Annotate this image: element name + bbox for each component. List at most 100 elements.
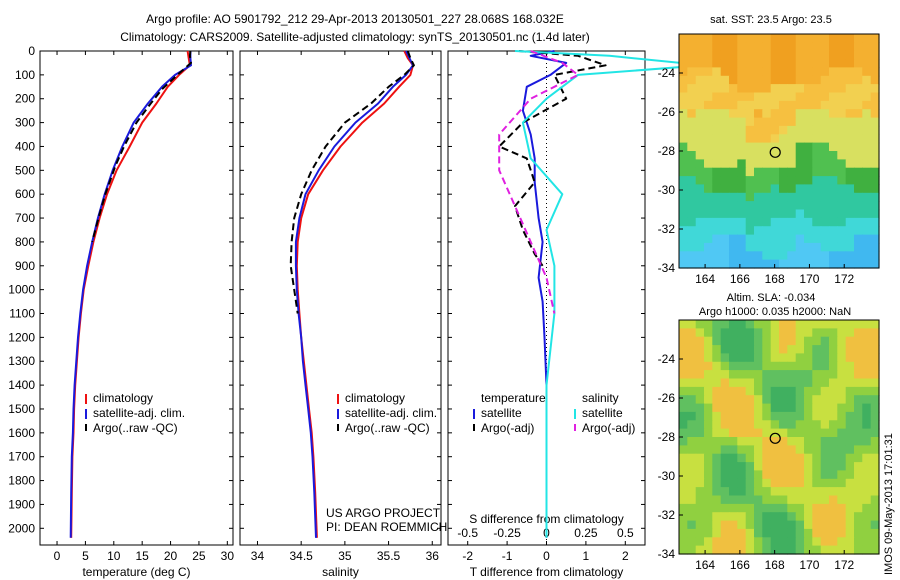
map-cell	[695, 134, 705, 144]
map-x-tick-label: 164	[695, 558, 715, 572]
map-cell	[787, 34, 797, 43]
map-cell	[712, 462, 722, 472]
map-cell	[779, 84, 788, 94]
map-cell	[745, 67, 755, 77]
map-cell	[679, 117, 688, 127]
map-cell	[845, 100, 855, 110]
map-cell	[745, 503, 755, 513]
map-cell	[704, 184, 713, 194]
map-cell	[687, 34, 697, 43]
map-cell	[712, 226, 722, 236]
map-cell	[679, 445, 688, 455]
map-cell	[854, 428, 863, 438]
map-y-tick-label: -32	[658, 508, 676, 522]
map-cell	[687, 345, 697, 355]
map-cell	[704, 453, 713, 463]
map-cell	[779, 437, 788, 446]
map-cell	[762, 361, 772, 371]
map-cell	[787, 117, 797, 127]
map-cell	[829, 537, 838, 547]
map-cell	[729, 125, 738, 135]
map-cell	[687, 259, 697, 269]
map-cell	[737, 125, 747, 135]
map-cell	[845, 345, 855, 355]
map-cell	[804, 151, 813, 160]
map-cell	[795, 142, 805, 152]
map-cell	[779, 167, 788, 177]
map-cell	[779, 242, 788, 252]
map-cell	[695, 428, 705, 438]
map-cell	[779, 520, 788, 530]
map-cell	[695, 100, 705, 110]
map-cell	[762, 428, 772, 438]
map-cell	[829, 386, 838, 396]
map-cell	[687, 411, 697, 421]
map-cell	[829, 92, 838, 102]
map-cell	[737, 537, 747, 547]
map-cell	[687, 370, 697, 380]
map-cell	[779, 75, 788, 85]
map-cell	[720, 159, 730, 169]
map-cell	[812, 234, 822, 244]
map-cell	[679, 251, 688, 261]
map-cell	[795, 192, 805, 202]
map-cell	[745, 134, 755, 144]
map-cell	[787, 201, 797, 211]
y-tick-label: 200	[15, 92, 35, 106]
map-cell	[737, 328, 747, 338]
map-cell	[870, 209, 880, 219]
map-cell	[870, 34, 880, 43]
map-x-tick-label: 166	[730, 272, 750, 286]
map-cell	[804, 353, 813, 363]
map-cell	[754, 251, 763, 261]
map-cell	[687, 59, 697, 69]
map-cell	[854, 336, 863, 346]
map-y-tick-label: -26	[658, 105, 676, 119]
map-cell	[754, 370, 763, 380]
map-cell	[754, 386, 763, 396]
y-tick-label: 300	[15, 116, 35, 130]
map-cell	[804, 34, 813, 43]
map-cell	[695, 234, 705, 244]
map-cell	[779, 50, 788, 60]
map-x-tick-label: 172	[834, 272, 854, 286]
map-cell	[695, 34, 705, 43]
map-cell	[679, 470, 688, 480]
map-cell	[729, 495, 738, 505]
map-cell	[862, 259, 872, 269]
map-cell	[704, 92, 713, 102]
map-cell	[812, 420, 822, 430]
map-cell	[754, 328, 763, 338]
map-cell	[854, 462, 863, 472]
map-cell	[737, 336, 747, 346]
map-cell	[737, 487, 747, 497]
map-cell	[704, 411, 713, 421]
map-cell	[795, 50, 805, 60]
map-cell	[829, 395, 838, 405]
map-cell	[779, 201, 788, 211]
map-cell	[687, 201, 697, 211]
map-cell	[704, 242, 713, 252]
map-cell	[795, 403, 805, 413]
map-cell	[679, 437, 688, 446]
map-cell	[729, 34, 738, 43]
map-cell	[720, 251, 730, 261]
map-cell	[770, 234, 780, 244]
map-cell	[795, 201, 805, 211]
map-x-tick-label: 172	[834, 558, 854, 572]
difference-panel: -2 -1 0 1 2 T difference from climatology -0.5…	[447, 50, 706, 579]
map-cell	[870, 462, 880, 472]
map-y-tick-label: -30	[658, 469, 676, 483]
map-cell	[812, 201, 822, 211]
map-cell	[729, 386, 738, 396]
map-cell	[762, 167, 772, 177]
map-cell	[762, 84, 772, 94]
map-cell	[779, 370, 788, 380]
map-cell	[695, 125, 705, 135]
x-axis-label: T difference from climatology	[470, 565, 624, 579]
float-position-marker	[769, 432, 781, 444]
map-cell	[729, 67, 738, 77]
map-cell	[720, 167, 730, 177]
map-cell	[829, 67, 838, 77]
map-cell	[845, 259, 855, 269]
